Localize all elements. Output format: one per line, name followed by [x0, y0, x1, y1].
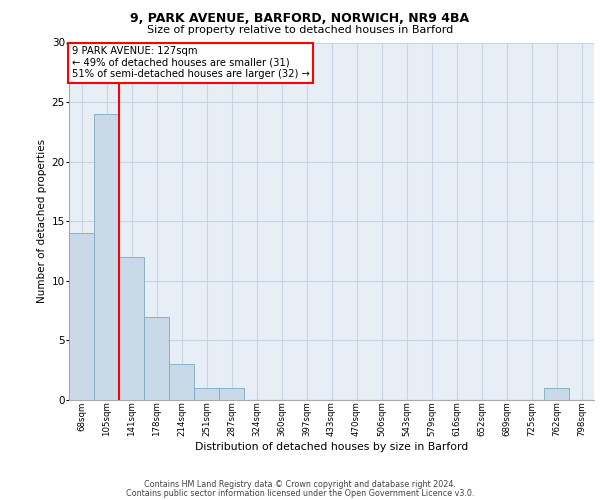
Text: Size of property relative to detached houses in Barford: Size of property relative to detached ho…: [147, 25, 453, 35]
Bar: [94, 114, 119, 400]
Text: Contains public sector information licensed under the Open Government Licence v3: Contains public sector information licen…: [126, 489, 474, 498]
Y-axis label: Number of detached properties: Number of detached properties: [37, 139, 47, 304]
X-axis label: Distribution of detached houses by size in Barford: Distribution of detached houses by size …: [195, 442, 468, 452]
Text: Contains HM Land Registry data © Crown copyright and database right 2024.: Contains HM Land Registry data © Crown c…: [144, 480, 456, 489]
Bar: [194, 388, 219, 400]
Text: 9 PARK AVENUE: 127sqm
← 49% of detached houses are smaller (31)
51% of semi-deta: 9 PARK AVENUE: 127sqm ← 49% of detached …: [71, 46, 310, 80]
Bar: [169, 364, 194, 400]
Bar: [219, 388, 244, 400]
Bar: [69, 233, 94, 400]
Bar: [144, 316, 169, 400]
Text: 9, PARK AVENUE, BARFORD, NORWICH, NR9 4BA: 9, PARK AVENUE, BARFORD, NORWICH, NR9 4B…: [130, 12, 470, 26]
Bar: [544, 388, 569, 400]
Bar: [119, 257, 144, 400]
